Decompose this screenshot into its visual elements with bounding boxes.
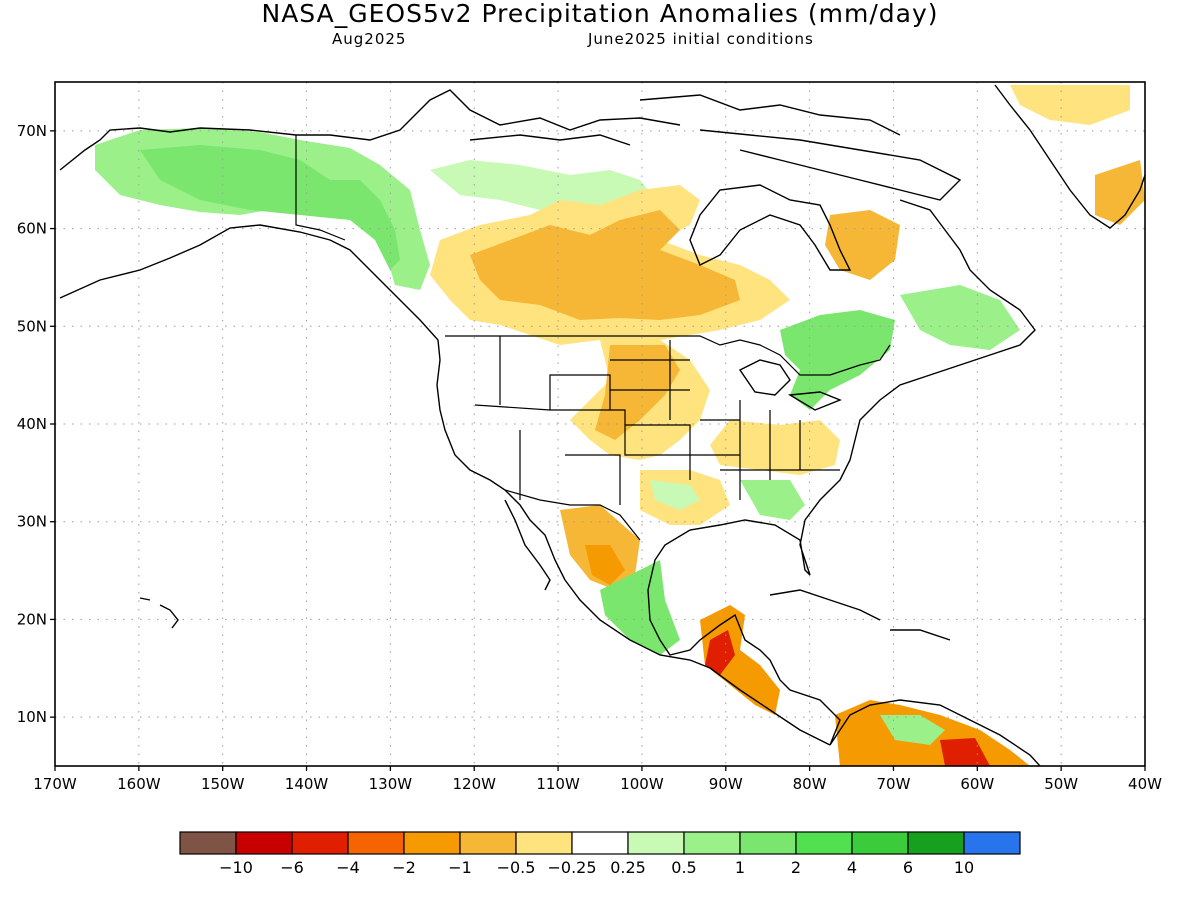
colorbar-label: 0.5: [671, 858, 696, 877]
anomaly-dry-plains-core: [595, 345, 680, 440]
anomaly-fields: [95, 85, 1145, 766]
latitude-labels: 10N 20N 30N 40N 50N 60N 70N: [17, 122, 55, 726]
lon-tick-label: 120W: [452, 775, 496, 793]
lat-tick-label: 40N: [17, 415, 47, 433]
colorbar-swatch: [403, 831, 461, 855]
colorbar-swatch: [627, 831, 685, 855]
lon-tick-label: 170W: [33, 775, 77, 793]
colorbar-label: −1: [448, 858, 472, 877]
anomaly-wet-northeast: [780, 310, 895, 410]
border-us-mexico: [504, 489, 641, 541]
lat-tick-label: 20N: [17, 610, 47, 628]
anomaly-dry-mexico-core: [585, 545, 625, 585]
colorbar-label: 2: [791, 858, 801, 877]
colorbar-label: −0.25: [547, 858, 596, 877]
coast-alaska-south: [59, 224, 439, 341]
colorbar-label: 4: [847, 858, 857, 877]
anomaly-dry-canada-core: [470, 210, 740, 320]
anomaly-wet-gulf: [650, 480, 700, 510]
colorbar-label: 0.25: [610, 858, 646, 877]
lon-tick-label: 40W: [1128, 775, 1162, 793]
border-alaska-canada: [295, 135, 346, 241]
colorbar-swatch: [571, 831, 629, 855]
anomaly-wet-mexico: [600, 560, 680, 655]
colorbar-label: −10: [219, 858, 253, 877]
colorbar-label: 10: [954, 858, 974, 877]
lon-tick-label: 50W: [1044, 775, 1078, 793]
lon-tick-label: 130W: [369, 775, 413, 793]
coast-alaska-canada-west: [59, 89, 681, 171]
colorbar-label: −6: [280, 858, 304, 877]
lon-tick-label: 100W: [620, 775, 664, 793]
colorbar-swatch: [459, 831, 517, 855]
coast-hawaii: [139, 597, 179, 629]
coast-great-lakes: [738, 359, 842, 411]
lon-tick-label: 80W: [793, 775, 827, 793]
anomaly-dry-quebec: [825, 210, 900, 280]
lon-tick-label: 150W: [201, 775, 245, 793]
colorbar-swatch: [907, 831, 965, 855]
coast-greenland: [994, 84, 1145, 229]
anomaly-dry-southeast: [710, 420, 840, 475]
colorbar-swatch: [235, 831, 293, 855]
anomaly-wet-labrador: [900, 285, 1020, 350]
longitude-labels: 170W 160W 150W 140W 130W 120W 110W 100W 90W 80W 70…: [33, 766, 1162, 793]
lon-tick-label: 110W: [536, 775, 580, 793]
colorbar-swatch: [795, 831, 853, 855]
us-state-lines: [474, 336, 840, 505]
colorbar-swatch: [683, 831, 741, 855]
lat-tick-label: 70N: [17, 122, 47, 140]
anomaly-wet-southeast: [740, 480, 805, 520]
coast-south-america: [829, 699, 1041, 766]
colorbar-label: −2: [392, 858, 416, 877]
coastlines: [59, 84, 1145, 766]
political-borders: [295, 135, 891, 541]
colorbar-swatch: [739, 831, 797, 855]
colorbar-swatch: [347, 831, 405, 855]
lat-tick-label: 50N: [17, 317, 47, 335]
valid-month: Aug2025: [332, 30, 407, 48]
colorbar-label: 1: [735, 858, 745, 877]
coast-hispaniola: [890, 629, 951, 641]
colorbar-swatch: [963, 831, 1021, 855]
anomaly-dry-central-america-core: [705, 630, 735, 675]
anomaly-dry-central-america: [700, 605, 780, 715]
coast-us-west: [436, 339, 566, 581]
lon-tick-label: 140W: [285, 775, 329, 793]
colorbar-label: −0.5: [497, 858, 536, 877]
lon-tick-label: 70W: [877, 775, 911, 793]
colorbar-swatch: [291, 831, 349, 855]
anomaly-dry-greenland: [1010, 85, 1130, 125]
lon-tick-label: 60W: [960, 775, 994, 793]
initial-conditions: June2025 initial conditions: [588, 30, 814, 48]
colorbar-label: −4: [336, 858, 360, 877]
colorbar-swatch: [179, 831, 237, 855]
coast-baja: [504, 499, 551, 591]
map-title: NASA_GEOS5v2 Precipitation Anomalies (mm…: [261, 0, 939, 28]
lat-tick-label: 10N: [17, 708, 47, 726]
colorbar-swatch: [851, 831, 909, 855]
colorbar-labels: −10 −6 −4 −2 −1 −0.5 −0.25 0.25 0.5 1 2 4 6 10: [219, 858, 974, 877]
lat-tick-label: 60N: [17, 220, 47, 238]
anomaly-wet-south-america: [880, 715, 945, 745]
coast-arctic-archipelago: [469, 94, 962, 201]
lon-tick-label: 160W: [117, 775, 161, 793]
anomaly-dry-greenland-s: [1095, 160, 1145, 225]
coast-gulf: [647, 199, 1036, 746]
border-us-canada: [445, 335, 891, 376]
anomaly-dry-nunavut: [430, 160, 660, 215]
lon-tick-label: 90W: [709, 775, 743, 793]
colorbar: [179, 831, 1021, 855]
anomaly-wet-alaska-core: [140, 145, 400, 270]
coast-mexico-pacific: [564, 579, 831, 746]
lat-tick-label: 30N: [17, 513, 47, 531]
coast-cuba: [769, 589, 881, 621]
colorbar-swatch: [515, 831, 573, 855]
colorbar-label: 6: [903, 858, 913, 877]
coast-hudson-bay: [689, 184, 852, 271]
